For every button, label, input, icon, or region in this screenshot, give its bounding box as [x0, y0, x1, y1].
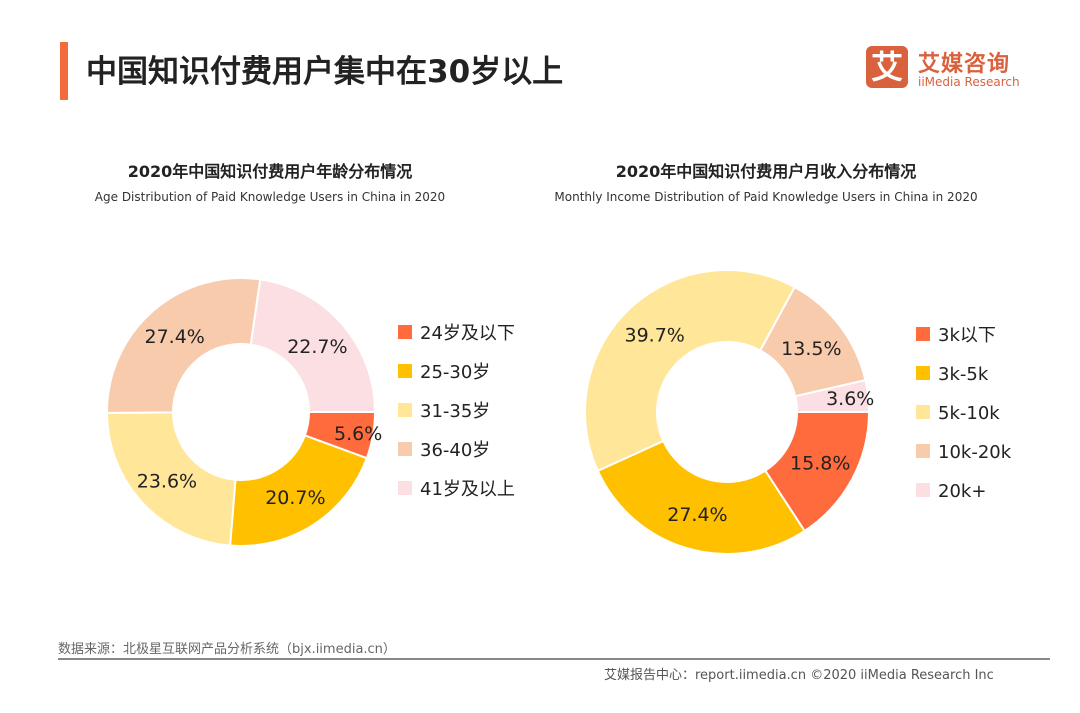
logo-en: iiMedia Research — [918, 75, 1020, 89]
legend-label: 3k-5k — [938, 364, 989, 385]
footer-divider — [58, 658, 1050, 660]
data-label: 15.8% — [790, 452, 850, 474]
legend-label: 10k-20k — [938, 442, 1012, 463]
legend-swatch — [398, 403, 412, 417]
legend-swatch — [916, 405, 930, 419]
donut-slice — [584, 269, 796, 473]
legend-label: 5k-10k — [938, 403, 1000, 424]
data-label: 27.4% — [145, 326, 205, 348]
legend-swatch — [916, 483, 930, 497]
legend-swatch — [398, 325, 412, 339]
footer-copyright: 艾媒报告中心：report.iimedia.cn ©2020 iiMedia R… — [604, 668, 994, 683]
donut-slice — [794, 378, 871, 413]
donut-slice — [105, 411, 237, 547]
chart-title-age: 2020年中国知识付费用户年龄分布情况 — [127, 162, 413, 181]
legend-swatch — [398, 364, 412, 378]
legend-label: 3k以下 — [938, 325, 996, 346]
legend-swatch — [398, 442, 412, 456]
data-label: 27.4% — [667, 504, 727, 526]
data-label: 5.6% — [334, 423, 382, 445]
page-title: 中国知识付费用户集中在30岁以上 — [86, 54, 564, 90]
donut-slice — [106, 277, 262, 414]
data-label: 20.7% — [265, 487, 325, 509]
donut-slice — [249, 278, 377, 413]
logo-cn: 艾媒咨询 — [918, 52, 1011, 77]
legend-swatch — [916, 444, 930, 458]
data-label: 23.6% — [137, 471, 197, 493]
chart-title-income: 2020年中国知识付费用户月收入分布情况 — [615, 162, 917, 181]
legend-swatch — [916, 327, 930, 341]
donut-slice — [596, 439, 806, 555]
legend-swatch — [916, 366, 930, 380]
data-label: 13.5% — [781, 338, 841, 360]
legend-label: 31-35岁 — [420, 401, 490, 422]
donut-slice — [763, 411, 871, 533]
data-source: 数据来源：北极星互联网产品分析系统（bjx.iimedia.cn） — [58, 642, 396, 657]
legend-label: 41岁及以上 — [420, 479, 515, 500]
legend-label: 25-30岁 — [420, 362, 490, 383]
legend-label: 36-40岁 — [420, 440, 490, 461]
title-accent-bar — [60, 42, 68, 100]
chart-subtitle-income: Monthly Income Distribution of Paid Know… — [554, 190, 978, 204]
data-label: 3.6% — [826, 388, 874, 410]
data-label: 22.7% — [287, 336, 347, 358]
data-label: 39.7% — [625, 325, 685, 347]
legend-label: 20k+ — [938, 481, 986, 502]
chart-subtitle-age: Age Distribution of Paid Knowledge Users… — [94, 190, 446, 204]
legend-label: 24岁及以下 — [420, 323, 515, 344]
legend-swatch — [398, 481, 412, 495]
donut-slice — [228, 434, 369, 547]
logo-mark: 艾 — [866, 46, 908, 88]
